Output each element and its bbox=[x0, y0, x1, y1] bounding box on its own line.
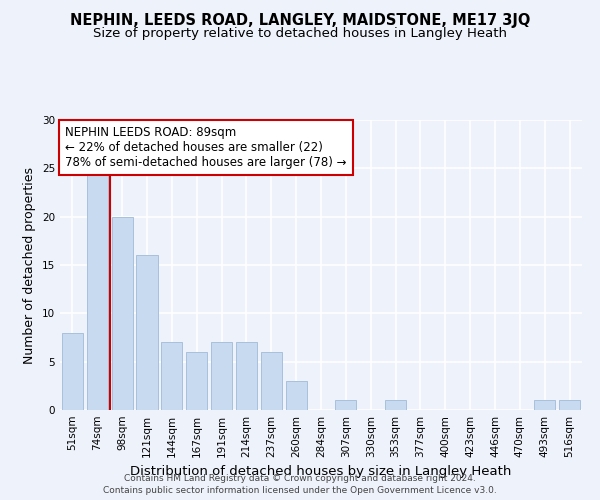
Bar bbox=[385, 400, 406, 410]
Bar bbox=[161, 342, 182, 410]
Bar bbox=[534, 400, 555, 410]
Bar bbox=[62, 332, 83, 410]
Bar bbox=[335, 400, 356, 410]
Text: NEPHIN, LEEDS ROAD, LANGLEY, MAIDSTONE, ME17 3JQ: NEPHIN, LEEDS ROAD, LANGLEY, MAIDSTONE, … bbox=[70, 12, 530, 28]
Bar bbox=[136, 256, 158, 410]
X-axis label: Distribution of detached houses by size in Langley Heath: Distribution of detached houses by size … bbox=[130, 466, 512, 478]
Bar bbox=[286, 381, 307, 410]
Bar bbox=[261, 352, 282, 410]
Bar bbox=[186, 352, 207, 410]
Bar bbox=[112, 216, 133, 410]
Bar bbox=[87, 168, 108, 410]
Text: Contains HM Land Registry data © Crown copyright and database right 2024.
Contai: Contains HM Land Registry data © Crown c… bbox=[103, 474, 497, 495]
Text: Size of property relative to detached houses in Langley Heath: Size of property relative to detached ho… bbox=[93, 28, 507, 40]
Bar bbox=[236, 342, 257, 410]
Y-axis label: Number of detached properties: Number of detached properties bbox=[23, 166, 37, 364]
Bar bbox=[559, 400, 580, 410]
Text: NEPHIN LEEDS ROAD: 89sqm
← 22% of detached houses are smaller (22)
78% of semi-d: NEPHIN LEEDS ROAD: 89sqm ← 22% of detach… bbox=[65, 126, 347, 169]
Bar bbox=[211, 342, 232, 410]
